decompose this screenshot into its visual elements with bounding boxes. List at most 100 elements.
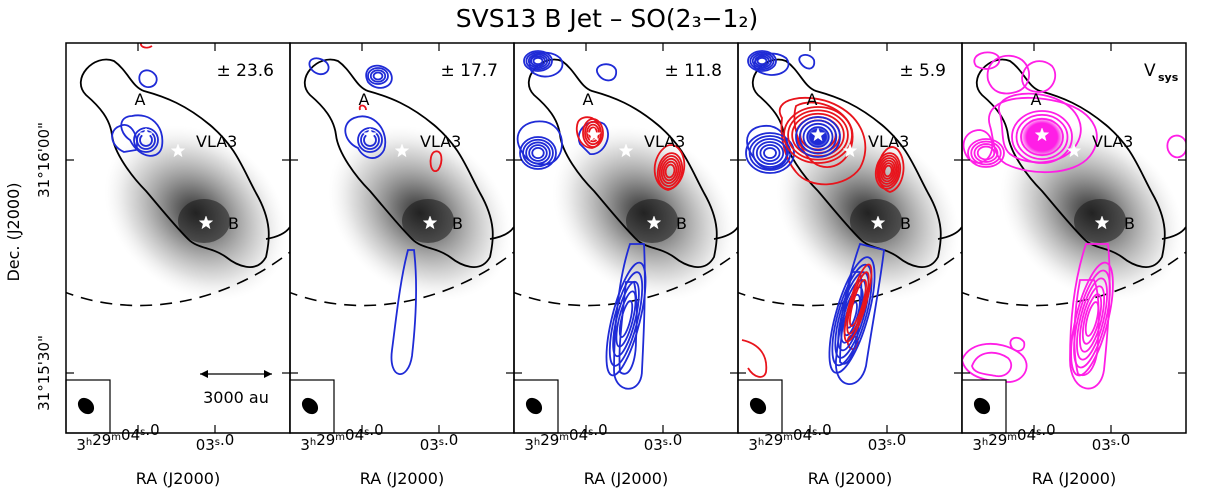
primary-beam-arc [66,250,290,307]
panel-3: A VLA3 B ± 11.8 3h29m04s.0 03s.0 RA (J2000) [513,42,739,488]
chart-title: SVS13 B Jet – SO(2₃−1₂) [456,4,759,33]
panel-2: A VLA3 B ± 17.7 3h29m04s.0 03s.0 RA (J2000) [289,42,515,488]
velocity-label: ± 23.6 [217,61,275,81]
x-tick-label: 03s.0 [644,431,683,454]
systemic-contour [962,342,1028,383]
systemic-contour [986,54,1030,95]
redshifted-contour [653,144,686,191]
x-axis-label: RA (J2000) [1032,469,1116,488]
x-tick-label: 03s.0 [420,431,459,454]
continuum-contour [527,58,718,268]
panel-plot-area: A VLA3 B [738,50,962,385]
continuum-contour [975,58,1166,268]
velocity-label-sub: sys [1158,71,1179,84]
x-tick-label: 03s.0 [868,431,907,454]
star-a-icon [1034,127,1050,142]
redshifted-contour [741,339,768,378]
systemic-contour [971,351,1013,378]
source-label-vla3: VLA3 [868,132,909,151]
x-tick-label: 3h29m04s.0 [748,421,831,454]
source-label-a: A [359,90,370,109]
systemic-contour [1021,60,1057,93]
star-vla3-icon [394,143,410,158]
beam-ellipse [77,397,95,415]
source-label-vla3: VLA3 [644,132,685,151]
x-tick-label: 3h29m04s.0 [76,421,159,454]
star-b-icon [1094,215,1110,230]
star-b-icon [198,215,214,230]
blueshifted-contour [390,249,418,375]
x-tick-label: 03s.0 [196,431,235,454]
x-axis-label: RA (J2000) [136,469,220,488]
beam-ellipse [973,397,991,415]
star-vla3-icon [1066,143,1082,158]
panel-4: A VLA3 B ± 5.9 3h29m04s.0 03s.0 RA (J2000) [737,42,963,488]
blueshifted-contour [577,120,609,155]
source-label-b: B [900,214,911,233]
source-label-a: A [135,90,146,109]
panel-1: A VLA3 B ± 23.6 3000 au 3h29m04s.0 03s.0 RA (J2… [65,42,291,488]
y-axis-label: Dec. (J2000) [4,182,23,281]
systemic-contour [1166,134,1186,159]
beam-ellipse [525,397,543,415]
x-axis-label: RA (J2000) [360,469,444,488]
continuum-contour-edge [489,226,514,240]
panel-plot-area: A VLA3 B [290,57,514,375]
systemic-contour [1009,336,1026,352]
velocity-label: ± 5.9 [899,61,946,81]
scale-bar-label: 3000 au [203,388,269,407]
primary-beam-arc [962,250,1186,307]
source-label-a: A [807,90,818,109]
blueshifted-contour [596,63,617,82]
source-label-vla3: VLA3 [1092,132,1133,151]
scale-bar-arrows [200,370,272,378]
continuum-contour-edge [265,226,290,240]
continuum-contour [303,58,494,268]
star-b-icon [422,215,438,230]
panel-plot-area: A VLA3 B [66,43,290,307]
x-axis-label: RA (J2000) [808,469,892,488]
y-tick-label: 31°16'00" [35,122,53,198]
source-label-vla3: VLA3 [420,132,461,151]
source-label-a: A [1031,90,1042,109]
x-tick-label: 03s.0 [1092,431,1131,454]
panel-frame [961,42,1187,434]
primary-beam-arc [290,250,514,307]
star-a-icon [362,127,378,142]
velocity-label: ± 17.7 [441,61,499,81]
primary-beam-arc [514,250,738,307]
star-b-icon [646,215,662,230]
panel-5: A VLA3 B V sys 3h29m04s.0 03s.0 RA (J2000) [961,42,1187,488]
systemic-contour [973,51,1001,70]
continuum-contour-edge [713,226,738,240]
redshifted-contour [140,43,153,49]
blueshifted-contour [365,64,393,89]
continuum-contour [751,58,942,268]
redshifted-contour [793,101,854,168]
star-a-icon [138,127,154,142]
x-tick-label: 3h29m04s.0 [524,421,607,454]
panel-plot-area: A VLA3 B [962,51,1186,390]
velocity-label: V [1144,61,1156,81]
redshifted-contour [358,104,367,111]
star-vla3-icon [170,143,186,158]
beam-ellipse [301,397,319,415]
star-vla3-icon [842,143,858,158]
x-tick-label: 3h29m04s.0 [300,421,383,454]
x-axis-label: RA (J2000) [584,469,668,488]
source-label-b: B [452,214,463,233]
beam-ellipse [749,397,767,415]
primary-beam-arc [738,250,962,307]
star-a-icon [810,127,826,142]
continuum-contour-edge [1161,226,1186,240]
star-a-icon [586,127,602,142]
x-tick-label: 3h29m04s.0 [972,421,1055,454]
continuum-contour [79,58,270,268]
source-label-b: B [228,214,239,233]
redshifted-contour [429,150,443,173]
continuum-contour-edge [937,226,962,240]
blueshifted-contour [798,54,816,70]
source-label-vla3: VLA3 [196,132,237,151]
y-tick-label: 31°15'30" [35,335,53,411]
source-label-b: B [676,214,687,233]
